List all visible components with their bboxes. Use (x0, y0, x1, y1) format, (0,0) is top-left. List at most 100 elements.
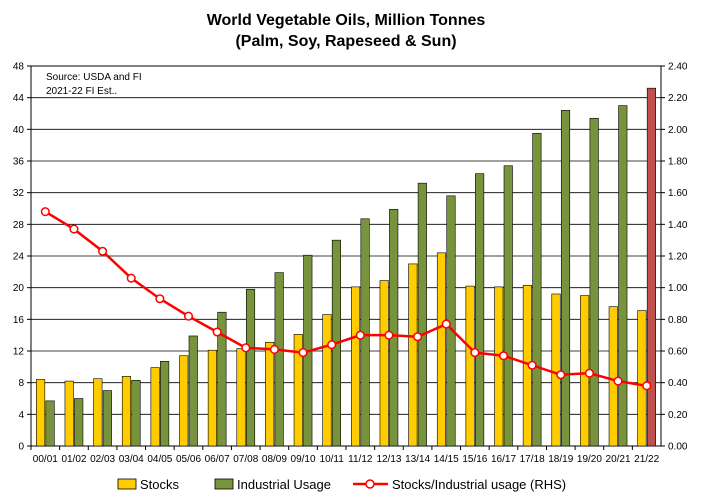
left-tick-label: 24 (13, 252, 25, 263)
right-tick-label: 0.60 (668, 347, 688, 358)
stocks-bar (207, 349, 217, 447)
stocks-bar (379, 280, 389, 447)
x-tick-label: 17/18 (520, 454, 545, 465)
ratio-line (44, 210, 647, 388)
ratio-point (384, 330, 394, 340)
left-tick-label: 32 (13, 188, 25, 199)
left-tick-label: 20 (13, 283, 25, 294)
right-tick-label: 1.80 (668, 157, 688, 168)
x-tick-label: 21/22 (634, 454, 659, 465)
industrial-usage-bar (503, 165, 513, 447)
right-tick-label: 2.40 (668, 62, 688, 73)
right-tick-label: 0.20 (668, 410, 688, 421)
stocks-bar (150, 367, 160, 447)
x-tick-label: 11/12 (348, 454, 373, 465)
ratio-point (584, 368, 594, 378)
industrial-usage-bar (245, 288, 256, 447)
ratio-point (642, 381, 652, 391)
x-tick-label: 09/10 (291, 454, 316, 465)
stocks-bar (179, 355, 189, 447)
legend: Stocks Industrial Usage Stocks/Industria… (117, 477, 566, 492)
right-axis-ticks: 0.00 0.20 0.40 0.60 0.80 1.00 1.20 1.40 1.60 1.80… (661, 62, 688, 453)
ratio-point (556, 370, 566, 380)
legend-ratio-label: Stocks/Industrial usage (RHS) (392, 477, 566, 492)
ratio-point (212, 327, 222, 337)
legend-ratio-marker (365, 479, 375, 489)
chart-subtitle: (Palm, Soy, Rapeseed & Sun) (235, 33, 456, 50)
industrial-usage-bar (389, 208, 399, 447)
x-tick-label: 13/14 (405, 454, 430, 465)
industrial-usage-bar (217, 311, 227, 447)
industrial-usage-bar (618, 105, 628, 447)
industrial-usage-bar (417, 182, 427, 447)
industrial-usage-bar (646, 87, 656, 447)
x-tick-label: 18/19 (548, 454, 573, 465)
stocks-bar (637, 310, 647, 447)
x-tick-label: 12/13 (376, 454, 401, 465)
ratio-point (327, 340, 337, 350)
stocks-bar (551, 293, 561, 447)
stocks-bar (36, 379, 46, 447)
left-tick-label: 8 (18, 378, 24, 389)
chart-title: World Vegetable Oils, Million Tonnes (207, 12, 486, 29)
stocks-bar (465, 285, 475, 447)
stocks-bar (236, 348, 246, 447)
legend-stocks-label: Stocks (140, 477, 180, 492)
left-tick-label: 4 (18, 410, 24, 421)
industrial-usage-bar (74, 398, 84, 447)
source-note: Source: USDA and FI (46, 72, 142, 83)
right-tick-label: 0.40 (668, 378, 688, 389)
x-tick-label: 08/09 (262, 454, 287, 465)
right-tick-label: 2.00 (668, 125, 688, 136)
ratio-point (183, 311, 194, 321)
right-tick-label: 1.20 (668, 252, 688, 263)
x-tick-label: 10/11 (320, 454, 345, 465)
x-tick-label: 03/04 (119, 454, 144, 465)
ratio-point (98, 246, 108, 256)
ratio-point (269, 344, 279, 354)
stocks-bar (121, 376, 132, 447)
right-tick-label: 1.40 (668, 220, 688, 231)
stocks-bar (608, 306, 618, 447)
left-tick-label: 28 (13, 220, 25, 231)
industrial-usage-bar (131, 379, 141, 447)
ratio-point (441, 319, 451, 329)
x-tick-label: 15/16 (462, 454, 487, 465)
estimate-note: 2021-22 FI Est.. (46, 86, 117, 97)
industrial-usage-bar (560, 110, 571, 447)
industrial-usage-bar (532, 132, 542, 447)
ratio-point (413, 332, 423, 342)
industrial-usage-bar (589, 117, 599, 447)
ratio-point (126, 273, 136, 283)
ratio-point (470, 348, 480, 358)
ratio-point (69, 224, 79, 234)
x-tick-label: 02/03 (90, 454, 115, 465)
ratio-point (155, 294, 165, 304)
x-axis-ticks: 00/01 01/02 02/03 03/04 04/05 05/06 06/07 07/08… (30, 446, 660, 465)
x-tick-label: 14/15 (434, 454, 459, 465)
x-tick-label: 16/17 (491, 454, 516, 465)
stocks-bar (408, 263, 418, 447)
left-tick-label: 40 (13, 125, 25, 136)
x-tick-label: 20/21 (606, 454, 631, 465)
x-tick-label: 07/08 (233, 454, 258, 465)
x-tick-label: 05/06 (176, 454, 201, 465)
stocks-bar (322, 314, 332, 447)
stocks-bar (293, 334, 303, 447)
stocks-bar (265, 341, 275, 447)
legend-stocks-swatch (117, 478, 137, 490)
ratio-line-group (40, 207, 652, 391)
left-tick-label: 48 (13, 62, 25, 73)
industrial-usage-bar (102, 390, 112, 447)
x-tick-label: 01/02 (61, 454, 86, 465)
ratio-point (498, 351, 509, 361)
stocks-bar (64, 380, 74, 447)
industrial-usage-bar (188, 335, 198, 447)
industrial-usage-bar (45, 400, 55, 447)
ratio-point (527, 360, 537, 370)
left-tick-label: 12 (13, 347, 25, 358)
right-tick-label: 2.20 (668, 93, 688, 104)
right-tick-label: 1.00 (668, 283, 688, 294)
